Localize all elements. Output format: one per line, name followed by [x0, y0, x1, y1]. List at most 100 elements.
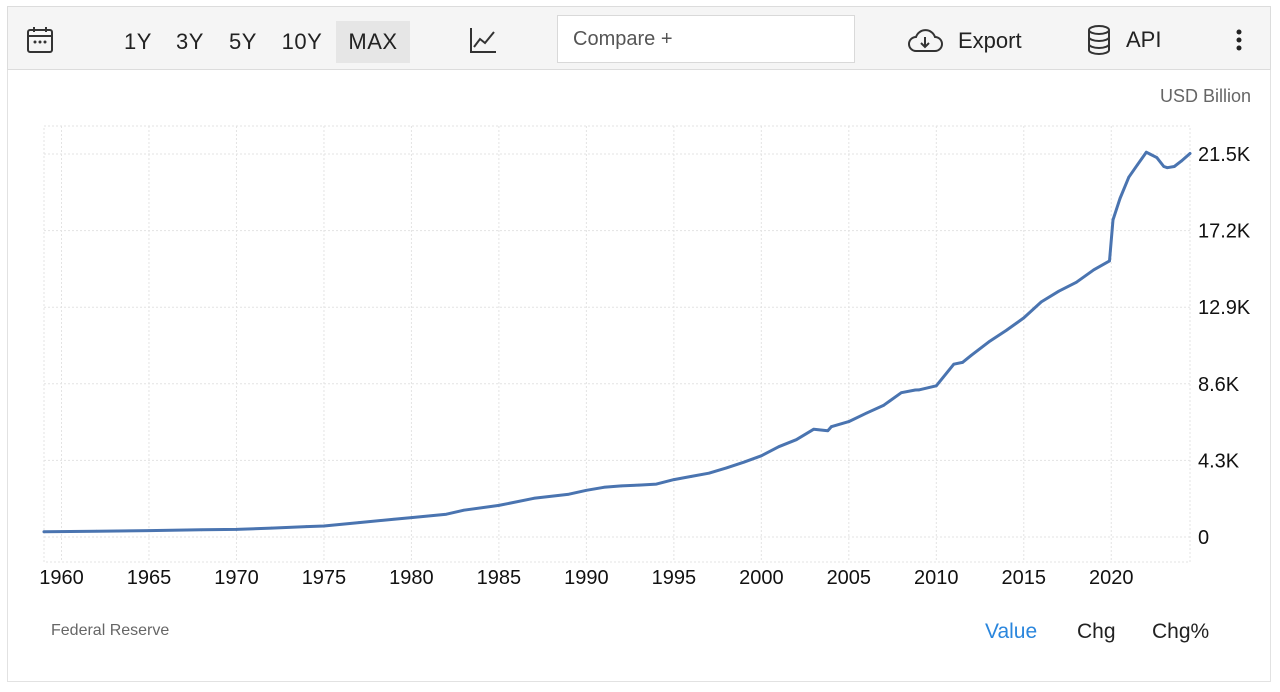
data-point [532, 497, 536, 500]
x-tick-label: 2020 [1089, 567, 1134, 589]
x-tick-label: 1960 [39, 567, 84, 589]
data-point [1162, 165, 1166, 168]
export-label: Export [958, 28, 1022, 53]
x-tick-label: 2000 [739, 567, 784, 589]
data-point [1145, 150, 1148, 154]
data-point [987, 340, 991, 344]
data-point [602, 486, 606, 489]
view-chg-tab[interactable]: Chg [1077, 620, 1116, 643]
data-point [235, 528, 238, 531]
data-point [1092, 268, 1096, 272]
y-tick-label: 21.5K [1198, 144, 1251, 166]
x-tick-label: 1980 [389, 567, 434, 589]
data-point [1155, 156, 1159, 159]
data-point [655, 482, 658, 486]
y-tick-label: 17.2K [1198, 221, 1251, 243]
x-tick-label: 1985 [477, 567, 522, 589]
source-label: Federal Reserve [51, 622, 170, 639]
cloud-download-icon [908, 29, 943, 52]
data-point [305, 525, 308, 528]
x-tick-label: 1965 [127, 567, 172, 589]
data-point [462, 508, 466, 512]
data-point [1075, 281, 1078, 284]
y-tick-label: 4.3K [1198, 450, 1240, 472]
data-point [357, 521, 361, 524]
x-tick-label: 1990 [564, 567, 609, 589]
data-point [1118, 197, 1122, 200]
data-point [1173, 165, 1176, 168]
data-point [690, 475, 693, 478]
data-point [847, 420, 851, 423]
export-button[interactable]: Export [906, 23, 1022, 59]
calendar-icon[interactable] [25, 25, 55, 55]
range-5y-button[interactable]: 5Y [229, 29, 257, 54]
data-point [585, 489, 588, 492]
data-point [742, 460, 746, 464]
range-max-button[interactable]: MAX [336, 21, 410, 63]
view-value-tab[interactable]: Value [985, 620, 1038, 643]
y-tick-label: 8.6K [1198, 374, 1240, 396]
range-10y-button[interactable]: 10Y [281, 29, 323, 54]
range-3y-button[interactable]: 3Y [176, 29, 204, 54]
data-point [1057, 289, 1061, 293]
chart-frame [7, 6, 1271, 682]
data-point [1127, 175, 1131, 179]
data-point [567, 492, 571, 496]
data-point [777, 445, 781, 449]
data-point [826, 429, 830, 433]
data-point [725, 466, 728, 470]
x-tick-label: 1970 [214, 567, 259, 589]
data-point [935, 384, 938, 388]
more-vertical-icon[interactable] [1228, 25, 1250, 55]
data-point [900, 391, 903, 395]
y-tick-label: 12.9K [1198, 297, 1251, 319]
line-chart-icon[interactable] [466, 23, 500, 57]
data-point [1040, 300, 1043, 304]
data-point [1005, 329, 1008, 332]
data-point [637, 483, 641, 487]
data-point [961, 361, 964, 364]
data-point [970, 354, 973, 357]
data-point [760, 454, 763, 458]
x-tick-label: 1995 [652, 567, 697, 589]
data-point [1136, 163, 1139, 166]
y-tick-label: 0 [1198, 527, 1209, 549]
data-point [795, 438, 798, 442]
data-point [497, 504, 501, 507]
chart-toolbar: 1Y 3Y 5Y 10Y MAX Compare + Export API [7, 6, 1271, 70]
data-point [882, 403, 886, 407]
data-point [1166, 166, 1169, 169]
data-point [95, 529, 98, 533]
data-point [147, 529, 151, 532]
data-point [672, 478, 676, 481]
api-label: API [1126, 27, 1162, 52]
plot-border [43, 125, 1191, 563]
series-line [42, 150, 1192, 534]
database-icon [1088, 25, 1110, 55]
data-point [1022, 316, 1026, 320]
data-point [865, 411, 868, 415]
data-point [707, 471, 711, 475]
x-tick-label: 2010 [914, 567, 959, 589]
data-point [1188, 152, 1192, 155]
data-point [620, 484, 623, 488]
data-point [200, 528, 203, 532]
data-point [42, 530, 46, 533]
data-point [812, 427, 816, 431]
view-chg-percent-tab[interactable]: Chg% [1152, 620, 1210, 643]
data-point [445, 512, 448, 516]
data-point [917, 388, 921, 392]
data-point [270, 526, 273, 530]
range-1y-button[interactable]: 1Y [124, 29, 152, 54]
data-point [952, 362, 956, 366]
x-tick-label: 2005 [827, 567, 872, 589]
data-point [410, 516, 413, 519]
data-point [914, 388, 917, 392]
compare-input[interactable]: Compare + [557, 15, 855, 63]
api-button[interactable]: API [1086, 21, 1161, 59]
data-point [1111, 218, 1115, 222]
data-point [1108, 259, 1111, 263]
x-tick-label: 1975 [302, 567, 347, 589]
data-point [830, 425, 833, 429]
